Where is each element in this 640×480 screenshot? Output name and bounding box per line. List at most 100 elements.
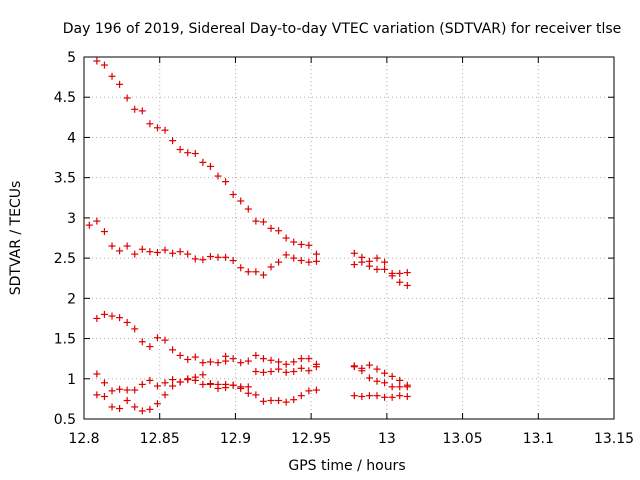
data-point bbox=[93, 314, 101, 322]
data-point bbox=[100, 310, 108, 318]
data-point bbox=[184, 149, 192, 157]
data-point bbox=[297, 364, 305, 372]
data-point bbox=[373, 392, 381, 400]
data-point bbox=[169, 346, 177, 354]
x-tick-label: 12.95 bbox=[291, 431, 331, 447]
data-point bbox=[93, 391, 101, 399]
data-point bbox=[116, 80, 124, 88]
data-point bbox=[381, 258, 389, 266]
data-point bbox=[176, 146, 184, 154]
data-point bbox=[108, 312, 116, 320]
x-axis-label: GPS time / hours bbox=[288, 458, 405, 474]
data-point bbox=[396, 278, 404, 286]
data-point bbox=[297, 392, 305, 400]
data-point bbox=[381, 369, 389, 377]
data-point bbox=[312, 363, 320, 371]
data-point bbox=[282, 398, 290, 406]
data-point bbox=[259, 397, 267, 405]
data-point bbox=[267, 396, 275, 404]
x-tick-label: 12.8 bbox=[68, 431, 99, 447]
data-point bbox=[93, 217, 101, 225]
data-point bbox=[116, 247, 124, 255]
data-point bbox=[252, 217, 260, 225]
y-axis-label: SDTVAR / TECUs bbox=[8, 181, 24, 296]
data-point bbox=[237, 264, 245, 272]
data-point bbox=[388, 383, 396, 391]
data-point bbox=[305, 367, 313, 375]
data-point bbox=[297, 355, 305, 363]
data-point bbox=[161, 246, 169, 254]
data-point bbox=[381, 265, 389, 273]
data-point bbox=[381, 393, 389, 401]
data-point bbox=[267, 224, 275, 232]
data-point bbox=[244, 205, 252, 213]
data-point bbox=[229, 355, 237, 363]
data-point bbox=[252, 391, 260, 399]
data-point bbox=[365, 262, 373, 270]
y-tick-label: 3 bbox=[67, 211, 76, 227]
data-point bbox=[100, 228, 108, 236]
data-point bbox=[388, 272, 396, 280]
data-point bbox=[365, 361, 373, 369]
data-point bbox=[191, 150, 199, 158]
data-point bbox=[305, 241, 313, 249]
data-point bbox=[396, 376, 404, 384]
data-point bbox=[290, 238, 298, 246]
data-point bbox=[153, 400, 161, 408]
data-point bbox=[267, 263, 275, 271]
data-point bbox=[244, 268, 252, 276]
data-point bbox=[396, 269, 404, 277]
data-point bbox=[373, 377, 381, 385]
data-point bbox=[396, 392, 404, 400]
data-point bbox=[108, 387, 116, 395]
data-point bbox=[146, 120, 154, 128]
data-point bbox=[222, 357, 230, 365]
data-point bbox=[199, 359, 207, 367]
data-point bbox=[350, 261, 358, 269]
data-point bbox=[290, 254, 298, 262]
data-point bbox=[116, 405, 124, 413]
data-point bbox=[146, 376, 154, 384]
chart-title: Day 196 of 2019, Sidereal Day-to-day VTE… bbox=[63, 21, 622, 37]
data-point bbox=[85, 221, 93, 229]
data-point bbox=[191, 353, 199, 361]
data-point bbox=[199, 371, 207, 379]
data-point bbox=[153, 124, 161, 132]
data-point bbox=[290, 358, 298, 366]
data-point bbox=[206, 380, 214, 388]
data-point bbox=[312, 257, 320, 265]
data-point bbox=[176, 378, 184, 386]
data-point bbox=[282, 234, 290, 242]
data-point bbox=[244, 389, 252, 397]
data-point bbox=[259, 218, 267, 226]
data-point bbox=[184, 375, 192, 383]
data-point bbox=[161, 391, 169, 399]
data-point bbox=[290, 368, 298, 376]
data-point bbox=[100, 392, 108, 400]
data-point bbox=[365, 392, 373, 400]
data-point bbox=[275, 358, 283, 366]
data-point bbox=[222, 380, 230, 388]
y-tick-label: 1.5 bbox=[54, 332, 76, 348]
data-point bbox=[176, 351, 184, 359]
data-point bbox=[93, 57, 101, 65]
data-point bbox=[100, 61, 108, 69]
data-point bbox=[358, 392, 366, 400]
data-point bbox=[237, 359, 245, 367]
data-point bbox=[123, 94, 131, 102]
data-point bbox=[259, 355, 267, 363]
data-point bbox=[403, 383, 411, 391]
data-point bbox=[169, 382, 177, 390]
data-point bbox=[350, 249, 358, 257]
data-point bbox=[169, 249, 177, 257]
data-point bbox=[396, 383, 404, 391]
data-point bbox=[403, 269, 411, 277]
data-point bbox=[222, 178, 230, 186]
data-point bbox=[131, 386, 139, 394]
data-point bbox=[282, 368, 290, 376]
data-point bbox=[365, 374, 373, 382]
data-point bbox=[244, 383, 252, 391]
y-tick-label: 0.5 bbox=[54, 412, 76, 428]
data-point bbox=[199, 256, 207, 264]
data-point bbox=[373, 365, 381, 373]
